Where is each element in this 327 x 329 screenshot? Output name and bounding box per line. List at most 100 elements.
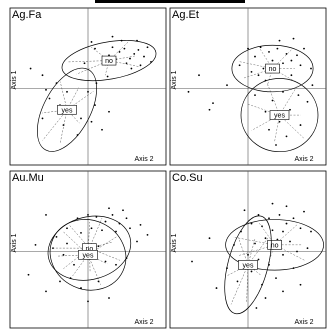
panel-title: Co.Su	[172, 172, 203, 184]
data-point	[34, 243, 37, 246]
data-point	[257, 258, 260, 261]
data-point	[303, 210, 305, 213]
group-label: yes	[83, 252, 94, 259]
group-spoke	[76, 60, 110, 75]
data-point	[133, 53, 136, 55]
data-point	[115, 263, 117, 266]
header-strip	[95, 0, 245, 3]
data-point	[83, 62, 86, 65]
data-point	[250, 70, 253, 73]
data-point	[125, 217, 128, 220]
group-spoke	[267, 68, 273, 86]
data-point	[108, 207, 110, 210]
data-point	[264, 237, 267, 240]
group-spoke	[246, 264, 249, 303]
data-point	[101, 229, 103, 232]
data-point	[122, 209, 124, 212]
group-spoke	[52, 247, 90, 249]
data-point	[257, 214, 260, 216]
data-point	[268, 128, 270, 131]
data-point	[276, 47, 279, 50]
group-label: no	[271, 242, 279, 249]
data-point	[139, 224, 142, 226]
group-spoke	[87, 236, 117, 255]
data-point	[90, 227, 93, 230]
group-spoke	[59, 109, 68, 144]
data-point	[106, 75, 109, 78]
data-point	[111, 35, 114, 38]
data-point	[87, 90, 89, 93]
data-point	[94, 47, 96, 50]
group-spoke	[246, 103, 280, 116]
x-axis-label: Axis 2	[134, 156, 153, 163]
data-point	[90, 120, 93, 123]
ellipse-outline	[240, 78, 319, 153]
group-label: yes	[243, 262, 254, 269]
data-point	[299, 283, 302, 286]
data-point	[125, 62, 128, 65]
data-point	[80, 231, 82, 234]
data-point	[55, 235, 58, 238]
data-point	[285, 205, 288, 208]
y-axis-label: Axis 1	[171, 233, 178, 252]
data-point	[292, 217, 295, 220]
data-point	[310, 230, 312, 233]
y-axis-label: Axis 1	[171, 70, 178, 89]
data-point	[299, 64, 302, 67]
data-point	[276, 238, 279, 241]
x-axis-label: Axis 2	[294, 156, 313, 163]
group-spoke	[247, 237, 269, 265]
data-point	[198, 74, 200, 77]
data-point	[310, 67, 312, 70]
data-point	[80, 117, 82, 120]
data-point	[285, 135, 288, 138]
data-point	[212, 102, 214, 105]
panel-2: Ag.Et Axis 2 Axis 1 no yes	[169, 7, 327, 166]
data-point	[73, 263, 75, 266]
panel-1: Ag.Fa Axis 2 Axis 1 no yes	[9, 7, 167, 166]
data-point	[97, 245, 100, 248]
group-label: yes	[274, 113, 285, 120]
data-point	[41, 117, 44, 120]
data-point	[275, 144, 277, 146]
group-spoke	[239, 244, 275, 256]
data-point	[264, 110, 267, 113]
data-point	[285, 222, 288, 225]
data-point	[66, 227, 68, 230]
data-point	[136, 240, 138, 243]
data-point	[108, 297, 110, 299]
data-point	[59, 280, 61, 283]
x-axis-label: Axis 2	[134, 319, 153, 326]
panel-title: Ag.Et	[172, 9, 199, 21]
data-point	[66, 242, 68, 245]
data-point	[271, 99, 274, 102]
group-spoke	[238, 61, 273, 69]
data-point	[129, 227, 131, 230]
data-point	[268, 217, 270, 220]
data-point	[296, 54, 298, 57]
data-point	[236, 280, 239, 283]
ellipse-outline	[231, 44, 314, 93]
data-point	[289, 108, 291, 111]
data-point	[297, 94, 300, 97]
ellipse-outline	[49, 219, 127, 291]
data-point	[275, 277, 277, 279]
data-point	[41, 74, 44, 77]
data-point	[247, 253, 249, 256]
group-label-box	[269, 110, 290, 120]
data-point	[90, 41, 93, 43]
group-spoke	[266, 82, 280, 116]
data-point	[306, 100, 309, 103]
group-spoke	[66, 109, 80, 124]
data-point	[259, 46, 262, 49]
data-point	[271, 202, 274, 205]
data-point	[282, 62, 284, 65]
data-point	[111, 46, 114, 49]
data-point	[87, 300, 89, 303]
group-spoke	[62, 231, 89, 255]
data-point	[101, 128, 103, 131]
group-label-box	[238, 259, 258, 270]
data-point	[191, 260, 193, 263]
data-point	[247, 47, 249, 50]
